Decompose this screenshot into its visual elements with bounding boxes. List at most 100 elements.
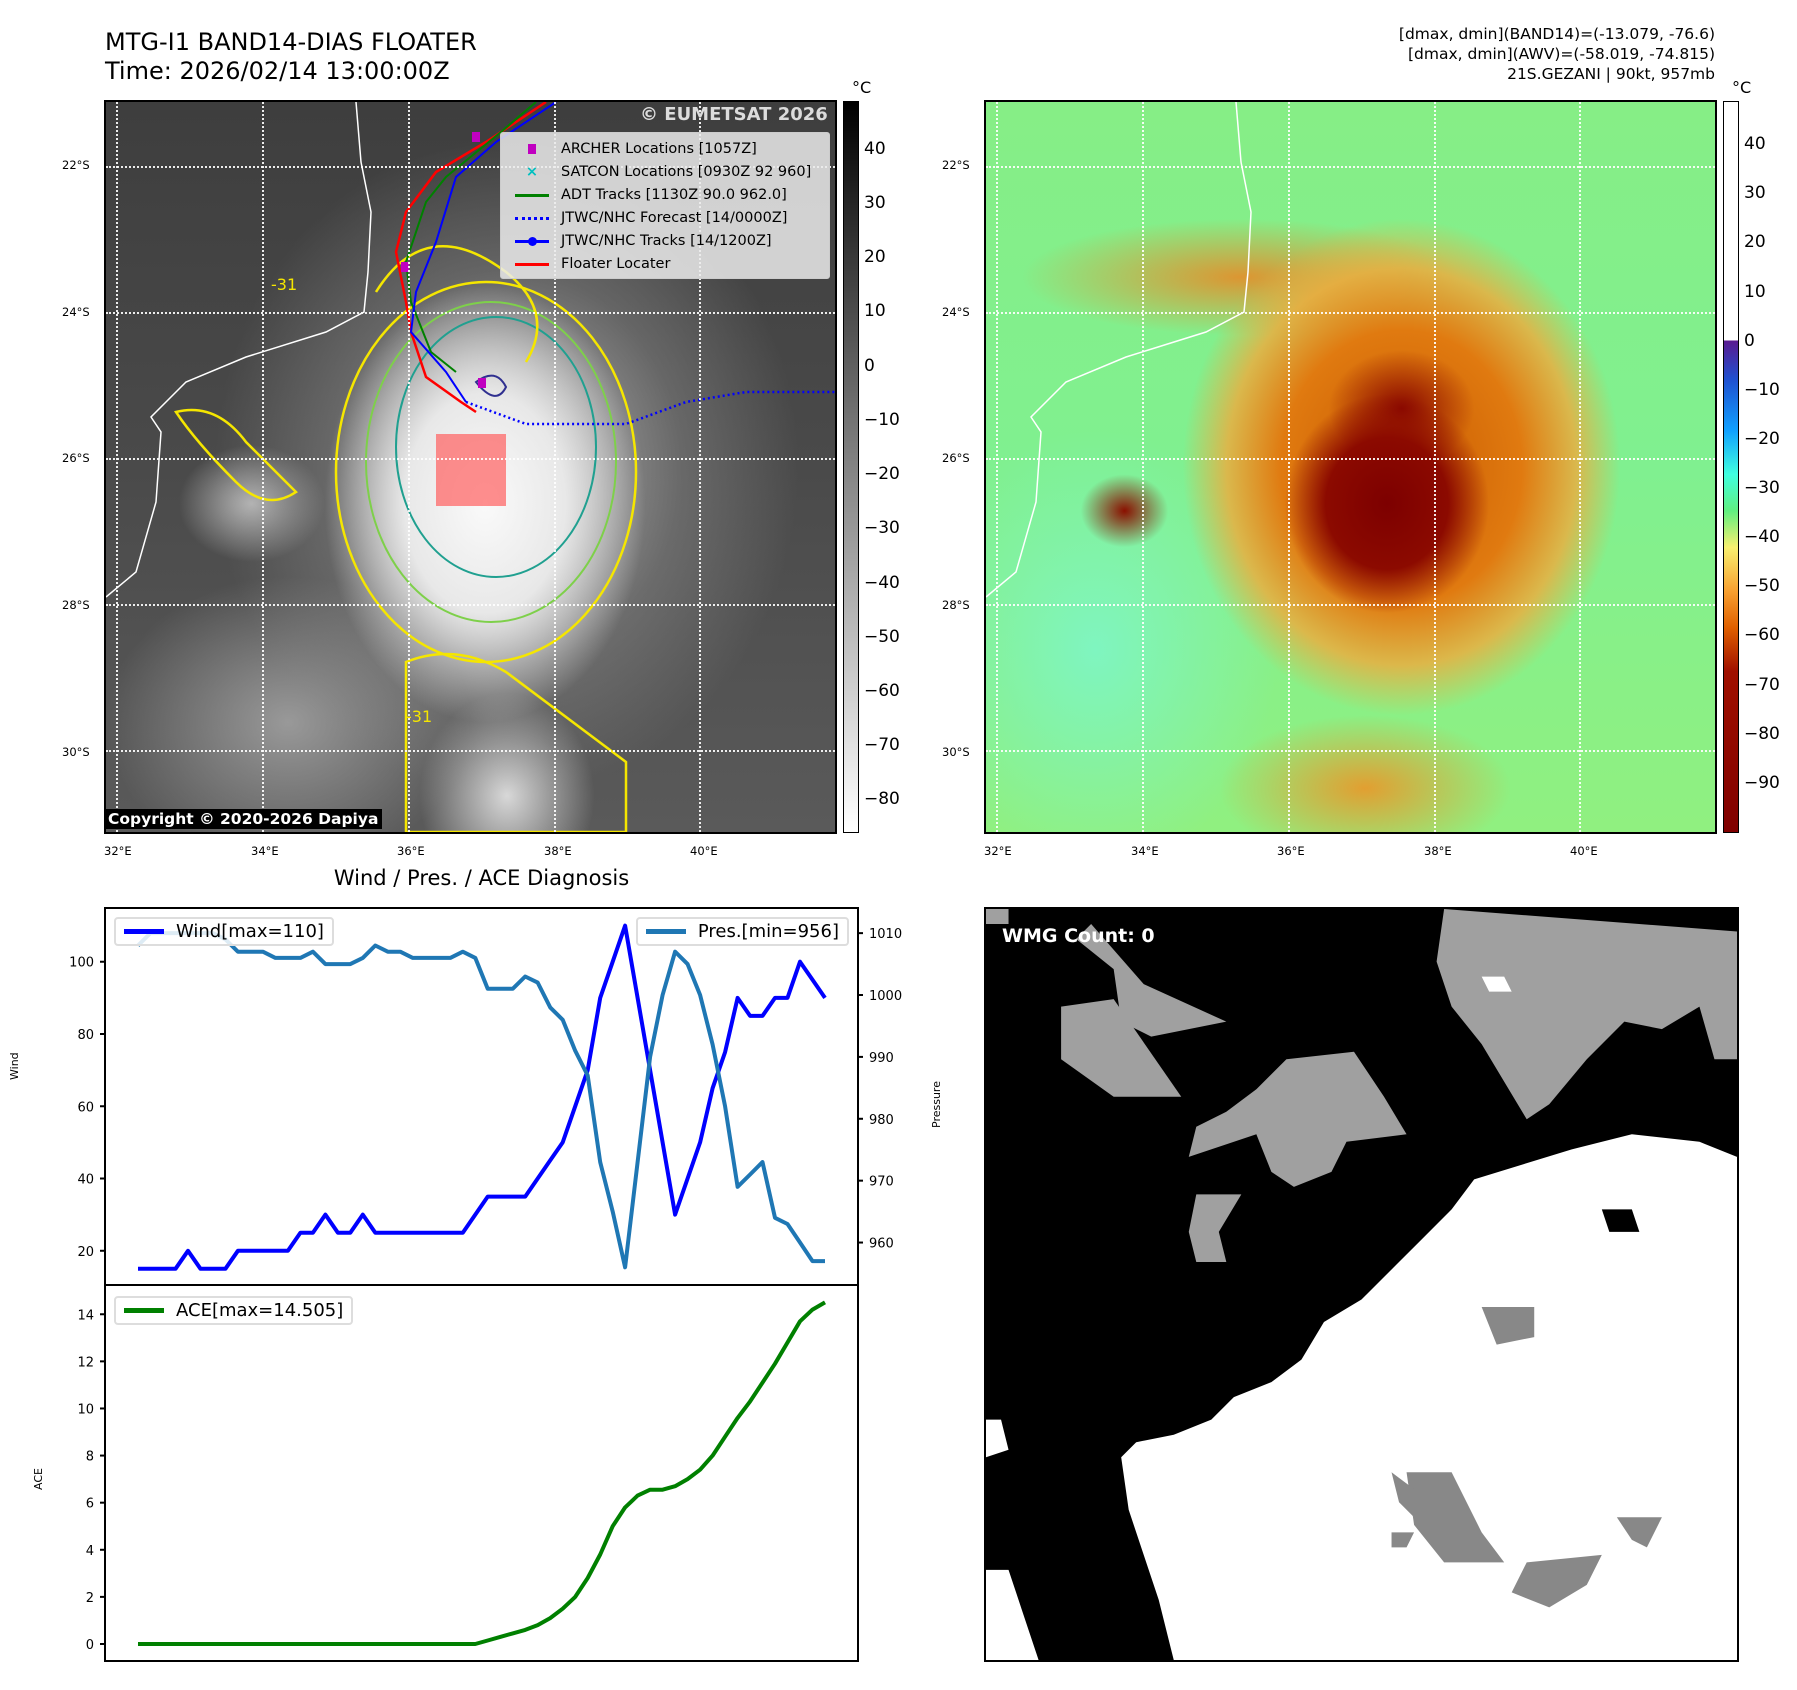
colorbar-tick-label: 10 [1744, 281, 1766, 302]
lon-label: 40°E [1570, 844, 1598, 858]
wmg-mask [986, 909, 1737, 1660]
wmg-gray-patch [1616, 1517, 1662, 1548]
colorbar-tick-label: −30 [1744, 478, 1780, 499]
lat-label: 28°S [62, 598, 90, 612]
wind-axis-tick-label: 80 [77, 1028, 94, 1043]
wmg-gray-patch [1188, 1194, 1242, 1262]
storm-info: 21S.GEZANI | 90kt, 957mb [1507, 65, 1715, 83]
legend-label: SATCON Locations [0930Z 92 960] [561, 164, 812, 180]
wmg-gray-patch [1406, 1472, 1505, 1563]
contour-yellow-west [173, 408, 298, 502]
legend-adt: ADT Tracks [1130Z 90.0 962.0] [513, 185, 787, 205]
title-time: Time: 2026/02/14 13:00:00Z [105, 57, 450, 85]
colorbar-unit: °C [852, 78, 872, 97]
archer-marker [478, 378, 486, 388]
coastline [106, 102, 372, 598]
lat-label: 30°S [62, 745, 90, 759]
wmg-gray-patch [1436, 909, 1737, 1120]
colorbar-tick-label: −30 [864, 518, 900, 539]
colorbar-unit: °C [1732, 78, 1752, 97]
ace-axis-tick-label: 8 [86, 1450, 94, 1465]
wind-legend-label: Wind[max=110] [176, 921, 324, 942]
pressure-axis-label: Pressure [930, 1081, 943, 1128]
ace-plot: 0 2 4 6 8 10 12 14 [77, 1300, 826, 1653]
ace-axis-tick-label: 6 [86, 1497, 94, 1512]
colorbar-tick-label: −90 [1744, 772, 1780, 793]
lat-label: 22°S [62, 158, 90, 172]
wmg-black-patch [1601, 1209, 1640, 1232]
lat-label: 24°S [62, 305, 90, 319]
stats-block: [dmax, dmin](BAND14)=(-13.079, -76.6) [d… [1399, 24, 1715, 84]
jtwc-forecast-track [465, 390, 835, 426]
wmg-gray-patch [986, 909, 1009, 925]
legend-label: ADT Tracks [1130Z 90.0 962.0] [561, 187, 787, 203]
ace-legend: ACE[max=14.505] [114, 1296, 354, 1325]
colorbar-tick-label: 0 [864, 355, 875, 376]
wmg-gray-patch [1391, 1472, 1422, 1518]
colorbar-tick-label: −40 [1744, 527, 1780, 548]
contour-teal [395, 316, 597, 578]
wmg-gray-patch [1511, 1554, 1602, 1608]
legend-label: JTWC/NHC Forecast [14/0000Z] [561, 210, 788, 226]
wmg-gray-patch [1391, 1532, 1415, 1548]
legend-archer: ARCHER Locations [1057Z] [513, 139, 757, 159]
colorbar-tick-label: 40 [1744, 134, 1766, 155]
stats-awv: [dmax, dmin](AWV)=(-58.019, -74.815) [1408, 45, 1715, 63]
colorbar-tick-label: 10 [864, 301, 886, 322]
wmg-gray-patch [1188, 1051, 1407, 1187]
lon-label: 38°E [544, 844, 572, 858]
pressure-series [136, 931, 825, 1270]
archer-marker [401, 262, 409, 272]
colorbar-tick-label: −20 [1744, 428, 1780, 449]
legend-satcon: × SATCON Locations [0930Z 92 960] [525, 164, 812, 180]
title-line-1: MTG-I1 BAND14-DIAS FLOATER [105, 28, 477, 56]
colorbar-tick-label: −10 [864, 409, 900, 430]
contour-green [365, 301, 617, 623]
grayscale-colorbar [843, 101, 859, 833]
jtwc-track [409, 102, 557, 403]
lat-label: 26°S [942, 451, 970, 465]
floater-locater-track [394, 102, 547, 414]
lat-label: 30°S [942, 745, 970, 759]
wind-axis-tick-label: 20 [77, 1245, 94, 1260]
colorbar-tick-label: −80 [1744, 723, 1780, 744]
awv-color-map [984, 100, 1717, 834]
legend-floater: Floater Locater [513, 254, 670, 274]
colorbar-tick-label: −20 [864, 464, 900, 485]
contour-navy [474, 374, 508, 397]
archer-marker [472, 132, 480, 142]
wind-axis-tick-label: 60 [77, 1100, 94, 1115]
legend-swatch [645, 929, 686, 934]
pressure-legend-label: Pres.[min=956] [697, 921, 839, 942]
ace-legend-label: ACE[max=14.505] [176, 1300, 344, 1321]
ace-axis-label: ACE [32, 1468, 45, 1490]
legend-jtwc-forecast: JTWC/NHC Forecast [14/0000Z] [513, 208, 787, 228]
wind-pressure-plot: 20 40 60 80 100 960 970 980 990 1000 1010 [69, 923, 902, 1271]
floater-box [436, 434, 506, 506]
coastline [986, 102, 1252, 598]
wmg-count-label: WMG Count: 0 [1002, 925, 1155, 947]
colorbar-tick-label: −70 [1744, 674, 1780, 695]
colorbar-tick-label: 40 [864, 138, 886, 159]
awv-colorbar [1723, 101, 1739, 833]
colorbar-tick-label: −50 [1744, 576, 1780, 597]
colorbar-tick-label: 30 [864, 193, 886, 214]
legend-label: ARCHER Locations [1057Z] [561, 141, 757, 157]
lon-label: 36°E [1277, 844, 1305, 858]
pressure-axis-tick-label: 980 [869, 1113, 894, 1128]
wind-series [138, 923, 827, 1271]
wind-axis-label: Wind [8, 1052, 21, 1080]
wind-legend: Wind[max=110] [114, 917, 334, 946]
copyright-label: Copyright © 2020-2026 Dapiya [104, 809, 383, 829]
colorbar-tick-label: −10 [1744, 379, 1780, 400]
adt-track [404, 102, 537, 373]
wmg-clear-patch [986, 1569, 1039, 1660]
pressure-axis-tick-label: 1000 [869, 989, 902, 1004]
wmg-gray-patch [1076, 924, 1227, 1037]
colorbar-tick-label: −70 [864, 735, 900, 756]
diagnosis-title: Wind / Pres. / ACE Diagnosis [333, 866, 630, 890]
wmg-gray-patch [1481, 1307, 1535, 1345]
lat-label: 28°S [942, 598, 970, 612]
ace-axis-tick-label: 4 [86, 1544, 94, 1559]
wmg-clear-patch [1481, 976, 1512, 992]
